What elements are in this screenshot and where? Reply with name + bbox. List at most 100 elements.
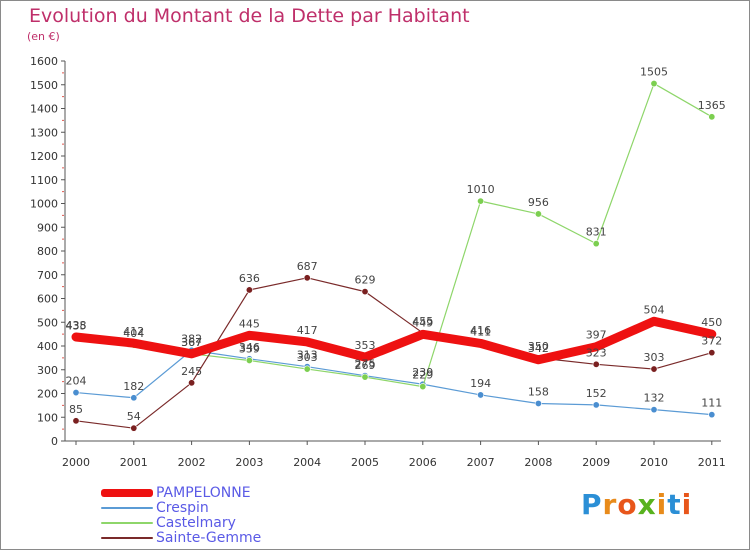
data-label-pampelonne: 417: [297, 324, 318, 337]
data-label-sainte-gemme: 636: [239, 272, 260, 285]
data-label-castelmary: 831: [586, 226, 607, 239]
y-tick-label: 1500: [30, 79, 58, 92]
data-point-pampelonne: [707, 330, 716, 339]
data-point-sainte-gemme: [361, 288, 369, 296]
data-point-castelmary: [419, 383, 427, 391]
data-point-castelmary: [361, 373, 369, 381]
logo-letter: t: [667, 488, 682, 521]
legend-label: Castelmary: [156, 514, 236, 531]
data-label-crespin: 346: [239, 341, 260, 354]
data-point-crespin: [477, 391, 485, 399]
data-label-sainte-gemme: 416: [470, 324, 491, 337]
data-point-sainte-gemme: [188, 379, 196, 387]
y-tick-label: 300: [37, 364, 58, 377]
legend-swatch: [101, 521, 153, 524]
x-tick-label: 2007: [467, 456, 495, 469]
data-point-crespin: [72, 389, 80, 397]
data-label-crespin: 158: [528, 385, 549, 398]
y-tick-label: 0: [51, 435, 58, 448]
legend-label: Sainte-Gemme: [156, 529, 262, 546]
chart-subtitle: (en €): [27, 30, 60, 43]
chart-title: Evolution du Montant de la Dette par Hab…: [29, 5, 470, 27]
data-point-castelmary: [245, 356, 253, 364]
data-point-castelmary: [650, 80, 658, 88]
data-label-castelmary: 269: [355, 359, 376, 372]
data-label-crespin: 132: [644, 392, 665, 405]
data-label-crespin: 182: [123, 380, 144, 393]
data-label-castelmary: 435: [66, 320, 87, 333]
data-label-crespin: 313: [297, 349, 318, 362]
data-label-castelmary: 339: [239, 342, 260, 355]
legend-item-sainte-gemme: Sainte-Gemme: [101, 530, 261, 545]
legend-item-castelmary: Castelmary: [101, 515, 261, 530]
data-point-sainte-gemme: [708, 349, 716, 357]
legend-item-pampelonne: PAMPELONNE: [101, 485, 261, 500]
y-tick-label: 100: [37, 411, 58, 424]
y-tick-label: 800: [37, 245, 58, 258]
data-label-pampelonne: 342: [528, 342, 549, 355]
data-point-sainte-gemme: [72, 417, 80, 425]
data-label-crespin: 194: [470, 377, 491, 390]
data-point-pampelonne: [418, 330, 427, 339]
y-tick-label: 500: [37, 316, 58, 329]
data-point-pampelonne: [129, 339, 138, 348]
data-label-pampelonne: 445: [239, 317, 260, 330]
data-label-sainte-gemme: 372: [701, 335, 722, 348]
data-label-sainte-gemme: 629: [355, 274, 376, 287]
series-line-crespin: [75, 349, 713, 416]
logo-letter: P: [581, 488, 603, 521]
data-label-sainte-gemme: 323: [586, 346, 607, 359]
logo-letter: i: [656, 488, 668, 521]
data-label-castelmary: 1365: [698, 99, 726, 112]
data-label-castelmary: 1505: [640, 66, 668, 79]
data-point-castelmary: [303, 365, 311, 373]
data-label-crespin: 111: [701, 397, 722, 410]
y-tick-label: 600: [37, 293, 58, 306]
data-point-castelmary: [592, 240, 600, 248]
data-label-pampelonne: 449: [412, 316, 433, 329]
legend-item-crespin: Crespin: [101, 500, 261, 515]
data-label-pampelonne: 367: [181, 336, 202, 349]
data-point-pampelonne: [245, 331, 254, 340]
chart-legend: PAMPELONNE Crespin Castelmary Sainte-Gemme: [101, 485, 261, 545]
series-line-sainte-gemme: [75, 277, 713, 429]
data-label-castelmary: 1010: [467, 183, 495, 196]
data-point-sainte-gemme: [245, 286, 253, 294]
data-point-crespin: [708, 411, 716, 419]
x-tick-label: 2011: [698, 456, 726, 469]
data-point-crespin: [130, 394, 138, 402]
x-tick-label: 2006: [409, 456, 437, 469]
data-point-pampelonne: [187, 349, 196, 358]
x-tick-label: 2001: [120, 456, 148, 469]
y-tick-label: 200: [37, 388, 58, 401]
data-point-pampelonne: [72, 332, 80, 341]
data-label-crespin: 239: [412, 366, 433, 379]
data-point-crespin: [650, 406, 658, 414]
legend-label: PAMPELONNE: [156, 484, 251, 501]
data-point-pampelonne: [650, 317, 658, 326]
x-tick-label: 2003: [235, 456, 263, 469]
data-label-pampelonne: 412: [123, 325, 144, 338]
proxiti-logo: Proxiti: [581, 488, 692, 521]
data-label-sainte-gemme: 54: [127, 410, 141, 423]
y-tick-label: 400: [37, 340, 58, 353]
data-point-sainte-gemme: [130, 424, 138, 432]
data-label-sainte-gemme: 85: [69, 403, 83, 416]
data-label-castelmary: 404: [123, 327, 144, 340]
x-tick-label: 2009: [582, 456, 610, 469]
series-line-pampelonne: [71, 316, 717, 365]
data-label-pampelonne: 438: [66, 319, 87, 332]
data-label-sainte-gemme: 455: [412, 315, 433, 328]
y-tick-label: 1400: [30, 103, 58, 116]
y-tick-label: 900: [37, 221, 58, 234]
data-label-sainte-gemme: 350: [528, 340, 549, 353]
data-point-pampelonne: [534, 355, 543, 364]
logo-letter: o: [617, 488, 638, 521]
legend-swatch: [101, 536, 153, 539]
y-tick-label: 1100: [30, 174, 58, 187]
legend-label: Crespin: [156, 499, 209, 516]
x-tick-label: 2002: [178, 456, 206, 469]
data-point-crespin: [534, 399, 542, 407]
